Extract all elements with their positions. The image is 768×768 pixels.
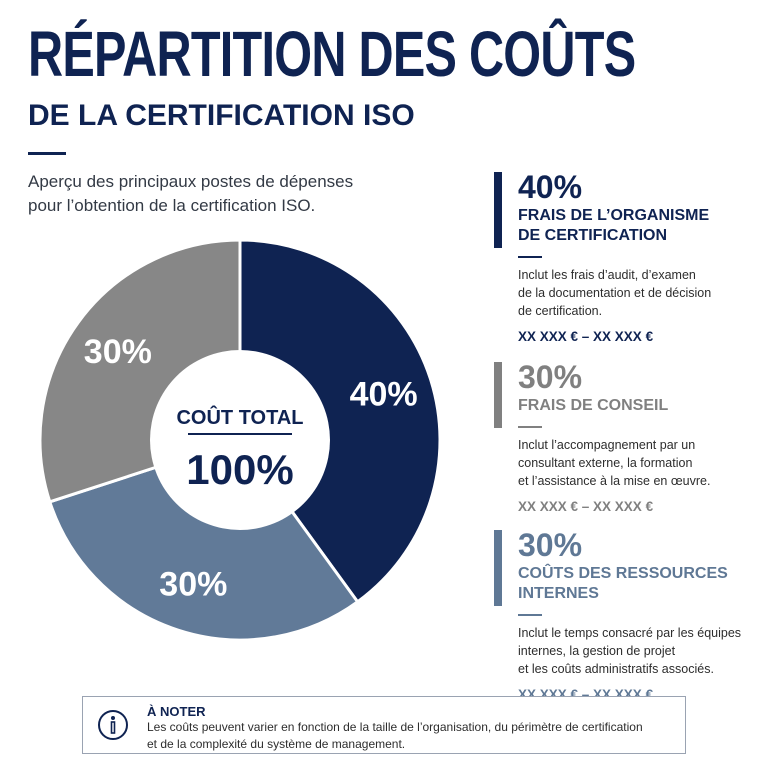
center-value: 100% [186, 446, 293, 493]
legend-percent: 30% [518, 359, 583, 395]
pie-slices [38, 238, 442, 642]
legend-desc-line-2: consultant externe, la formation [518, 456, 693, 470]
legend-title: FRAIS DE CONSEIL [518, 396, 758, 416]
legend-color-bar [494, 362, 502, 428]
note-line-1: Les coûts peuvent varier en fonction de … [147, 720, 643, 734]
legend-title-line-1: FRAIS DE CONSEIL [518, 397, 669, 414]
pie-slice-label-0: 40% [350, 375, 418, 413]
center-title: COÛT TOTAL [176, 405, 303, 429]
legend-desc-line-2: internes, la gestion de projet [518, 644, 676, 658]
donut-hole [150, 350, 330, 530]
intro-line-1: Aperçu des principaux postes de dépenses [28, 172, 354, 191]
legend-percent: 30% [518, 527, 583, 563]
note-title: À NOTER [147, 704, 206, 719]
intro-line-2: pour l’obtention de la certification ISO… [28, 196, 316, 215]
legend-description: Inclut le temps consacré par les équipes… [518, 624, 758, 678]
legend-title-line-2: INTERNES [518, 585, 599, 602]
legend-title-line-1: FRAIS DE L’ORGANISME [518, 207, 710, 224]
legend-price-range: XX XXX € – XX XXX € [518, 329, 654, 344]
pie-slice-label-1: 30% [159, 566, 227, 604]
legend-desc-line-1: Inclut le temps consacré par les équipes [518, 626, 742, 640]
legend-description: Inclut les frais d’audit, d’examen de la… [518, 266, 758, 320]
legend-divider [518, 426, 542, 428]
legend-title: FRAIS DE L’ORGANISME DE CERTIFICATION [518, 206, 758, 246]
legend-title: COÛTS DES RESSOURCES INTERNES [518, 564, 758, 604]
legend-divider [518, 256, 542, 258]
legend-price-range: XX XXX € – XX XXX € [518, 499, 654, 514]
legend-color-bar [494, 530, 502, 606]
pie-slice-label-2: 30% [84, 333, 152, 371]
note-box: À NOTER Les coûts peuvent varier en fonc… [82, 696, 686, 754]
legend-desc-line-3: et les coûts administratifs associés. [518, 662, 714, 676]
legend-title-line-1: COÛTS DES RESSOURCES [518, 565, 728, 582]
intro-text: Aperçu des principaux postes de dépenses… [28, 170, 388, 218]
legend-desc-line-1: Inclut l’accompagnement par un [518, 438, 696, 452]
legend-desc-line-2: de la documentation et de décision [518, 286, 712, 300]
pie-slice-0 [238, 238, 442, 604]
legend-percent: 40% [518, 169, 583, 205]
note-line-2: et de la complexité du système de manage… [147, 737, 406, 751]
legend-desc-line-3: et l’assistance à la mise en œuvre. [518, 474, 711, 488]
legend-description: Inclut l’accompagnement par un consultan… [518, 436, 758, 490]
legend-desc-line-1: Inclut les frais d’audit, d’examen [518, 268, 696, 282]
info-icon [98, 710, 128, 740]
page-title: RÉPARTITION DES COÛTS [28, 18, 636, 90]
legend-divider [518, 614, 542, 616]
legend-color-bar [494, 172, 502, 248]
note-text: Les coûts peuvent varier en fonction de … [147, 719, 677, 753]
pie-slice-1 [47, 438, 360, 642]
legend-title-line-2: DE CERTIFICATION [518, 227, 668, 244]
legend-desc-line-3: de certification. [518, 304, 603, 318]
pie-labels: 40% 30% 30% [84, 333, 418, 603]
title-divider [28, 152, 66, 155]
page-subtitle: DE LA CERTIFICATION ISO [28, 99, 415, 132]
